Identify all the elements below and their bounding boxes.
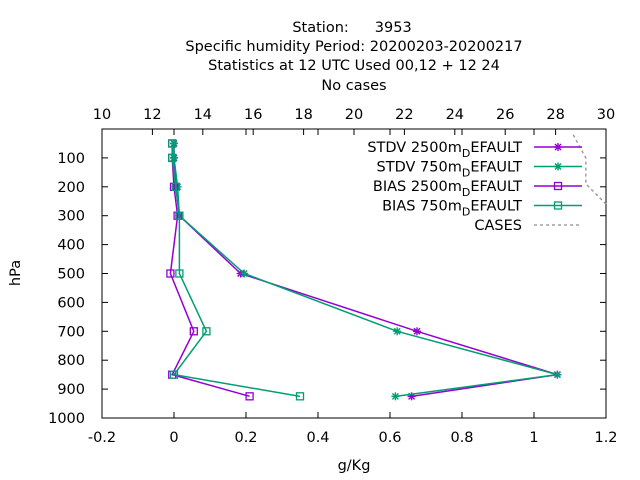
legend-label: BIAS 2500mDEFAULT <box>373 179 522 199</box>
y-axis-label: hPa <box>8 260 24 286</box>
data-point <box>175 269 184 278</box>
data-point <box>169 370 179 379</box>
data-point <box>240 269 249 278</box>
series-line <box>572 134 607 205</box>
legend-item: STDV 2500mDEFAULT <box>367 140 582 160</box>
title-line-2: Specific humidity Period: 20200203-20200… <box>185 39 522 55</box>
y-tick-label: 600 <box>57 295 85 311</box>
x2-tick-label: 22 <box>395 107 413 123</box>
series-layer <box>166 134 607 401</box>
data-point <box>391 392 400 401</box>
chart-title: Station: 3953 Specific humidity Period: 2… <box>185 20 522 94</box>
x-tick-label: 0.8 <box>450 430 473 446</box>
x-tick-label: -0.2 <box>88 430 116 446</box>
axis-ticks: -0.2 0 0.2 0.4 0.6 0.8 1 1.2 10 12 14 16 18 20 22 24 26 2… <box>48 107 617 446</box>
series-4 <box>168 139 305 401</box>
x2-tick-label: 26 <box>496 107 514 123</box>
legend-marker <box>554 162 562 171</box>
data-point <box>202 327 211 336</box>
y-tick-label: 500 <box>57 267 85 283</box>
x2-tick-label: 24 <box>446 107 464 123</box>
x-tick-label: 0.4 <box>306 430 329 446</box>
x-axis-label: g/Kg <box>338 458 371 474</box>
x2-tick-label: 16 <box>244 107 262 123</box>
data-point <box>170 139 178 148</box>
legend-item: BIAS 750mDEFAULT <box>382 199 582 219</box>
y-tick-label: 200 <box>57 180 85 196</box>
x-tick-label: 0.6 <box>378 430 401 446</box>
x2-tick-label: 14 <box>194 107 212 123</box>
y-tick-label: 300 <box>57 209 85 225</box>
title-station-label: Station: <box>292 20 348 36</box>
legend-label: STDV 750mDEFAULT <box>377 160 523 180</box>
x2-tick-label: 20 <box>345 107 363 123</box>
x-tick-label: 0.2 <box>234 430 257 446</box>
data-point <box>245 392 254 401</box>
y-tick-label: 800 <box>57 353 85 369</box>
x2-tick-label: 12 <box>143 107 161 123</box>
title-line-4: No cases <box>321 78 386 94</box>
y-tick-label: 900 <box>57 382 85 398</box>
data-point <box>189 327 198 336</box>
x-tick-label: 1 <box>529 430 538 446</box>
y-tick-label: 100 <box>57 151 85 167</box>
series-line <box>171 143 301 398</box>
y-tick-label: 700 <box>57 324 85 340</box>
legend-label: CASES <box>474 218 522 234</box>
legend-marker <box>553 201 563 210</box>
legend-item: STDV 750mDEFAULT <box>377 160 582 180</box>
legend-marker <box>554 143 562 151</box>
data-point <box>553 370 562 379</box>
series-line <box>173 143 558 398</box>
x2-tick-label: 18 <box>294 107 312 123</box>
legend-label: BIAS 750mDEFAULT <box>382 199 522 219</box>
title-line-1: Station: 3953 <box>292 20 411 36</box>
data-point <box>175 211 184 220</box>
x-tick-label: 1.2 <box>594 430 617 446</box>
legend-item: CASES <box>474 218 582 234</box>
legend-item: BIAS 2500mDEFAULT <box>373 179 582 199</box>
data-point <box>168 139 177 148</box>
data-point <box>166 269 175 278</box>
data-point <box>171 182 180 191</box>
x2-tick-label: 10 <box>93 107 111 123</box>
data-point <box>170 153 178 162</box>
series-5 <box>572 134 607 205</box>
x2-tick-label: 30 <box>597 107 615 123</box>
data-point <box>413 327 421 336</box>
x-tick-label: 0 <box>169 430 178 446</box>
data-point <box>168 153 177 163</box>
title-station-id: 3953 <box>375 20 412 36</box>
y-tick-label: 400 <box>57 238 85 254</box>
y-tick-label: 1000 <box>48 411 85 427</box>
data-point <box>393 327 402 336</box>
x2-tick-label: 28 <box>546 107 564 123</box>
data-point <box>295 392 305 401</box>
title-line-3: Statistics at 12 UTC Used 00,12 + 12 24 <box>208 58 500 74</box>
legend-marker <box>553 181 563 191</box>
legend-label: STDV 2500mDEFAULT <box>367 140 522 160</box>
